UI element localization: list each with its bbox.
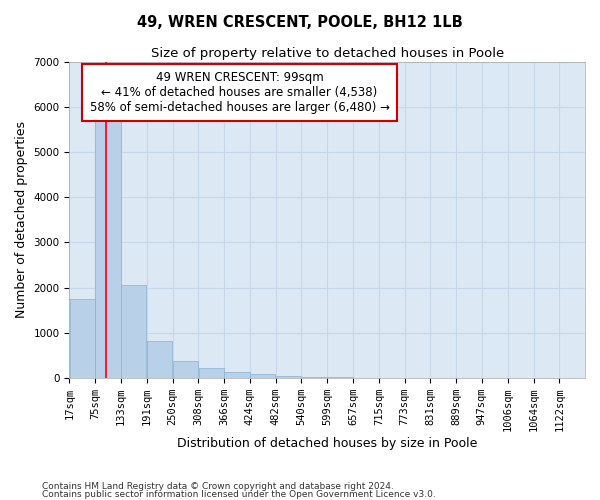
Y-axis label: Number of detached properties: Number of detached properties [15,122,28,318]
Bar [70,299,95,378]
Bar [302,376,327,378]
Bar [121,286,146,378]
Text: Contains HM Land Registry data © Crown copyright and database right 2024.: Contains HM Land Registry data © Crown c… [42,482,394,491]
Bar [328,377,353,378]
Title: Size of property relative to detached houses in Poole: Size of property relative to detached ho… [151,48,504,60]
Bar [224,372,250,378]
Bar [147,341,172,378]
Bar [173,362,198,378]
Text: 49, WREN CRESCENT, POOLE, BH12 1LB: 49, WREN CRESCENT, POOLE, BH12 1LB [137,15,463,30]
X-axis label: Distribution of detached houses by size in Poole: Distribution of detached houses by size … [177,437,478,450]
Bar [95,118,121,378]
Text: Contains public sector information licensed under the Open Government Licence v3: Contains public sector information licen… [42,490,436,499]
Bar [250,374,275,378]
Bar [199,368,224,378]
Bar [276,376,301,378]
Text: 49 WREN CRESCENT: 99sqm
← 41% of detached houses are smaller (4,538)
58% of semi: 49 WREN CRESCENT: 99sqm ← 41% of detache… [89,71,389,114]
